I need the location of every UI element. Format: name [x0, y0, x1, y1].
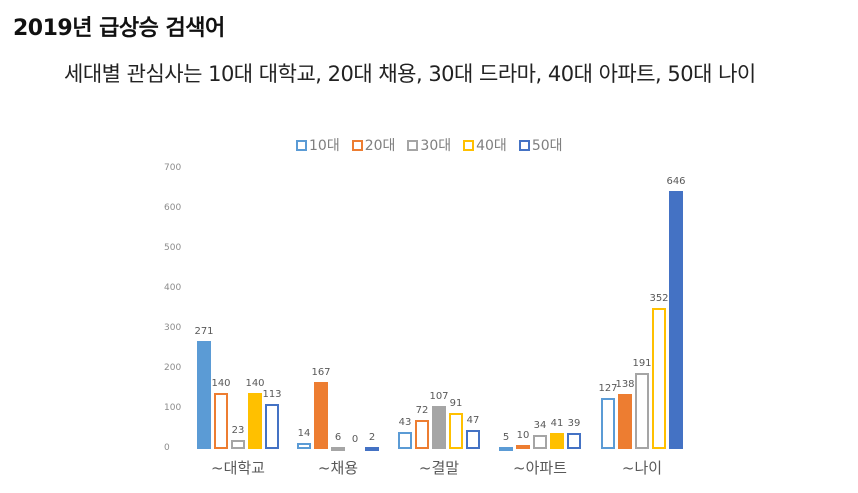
- legend-label-10s: 10대: [309, 138, 340, 154]
- bar-30대-~대학교: [231, 439, 245, 449]
- bar-20대-~나이: [618, 393, 632, 449]
- bar-value-label: 352: [649, 293, 669, 305]
- bar-20대-~채용: [314, 382, 328, 449]
- bar-50대-~나이: [669, 190, 683, 449]
- bar-50대-~대학교: [265, 403, 279, 449]
- y-tick-label: 500: [164, 243, 182, 253]
- category-label: ~아파트: [513, 459, 567, 477]
- legend-label-30s: 30대: [420, 138, 452, 154]
- bar-value-label: 43: [398, 416, 412, 428]
- category-label: ~대학교: [211, 459, 265, 477]
- y-tick-label: 200: [164, 363, 182, 373]
- y-tick-label: 400: [164, 283, 182, 293]
- bar-value-label: 167: [311, 367, 331, 379]
- bar-30대-~나이: [635, 372, 649, 449]
- legend-label-50s: 50대: [531, 138, 563, 154]
- legend-item-40s: 40대: [463, 135, 507, 155]
- bar-40대-~결말: [449, 412, 463, 449]
- bar-value-label: 0: [351, 434, 359, 445]
- legend-item-10s: 10대: [296, 135, 340, 155]
- bar-30대-~결말: [432, 406, 446, 449]
- legend-swatch-50s-icon: [518, 139, 530, 151]
- bar-10대-~결말: [398, 431, 412, 449]
- bar-50대-~아파트: [567, 433, 581, 449]
- bar-40대-~대학교: [248, 393, 262, 449]
- bar-value-label: 140: [245, 378, 265, 389]
- bar-value-label: 91: [449, 397, 463, 409]
- bar-value-label: 10: [516, 430, 530, 441]
- legend-swatch-10s-icon: [296, 139, 307, 151]
- bar-chart: 0 100 200 300 400 500 600 700 271 140 23 140 113 ~대학교…: [150, 160, 710, 477]
- bar-value-label: 646: [666, 175, 686, 187]
- y-tick-label: 0: [164, 443, 170, 453]
- bar-10대-~채용: [297, 443, 311, 449]
- y-tick-label: 700: [164, 163, 182, 173]
- bar-value-label: 271: [194, 325, 214, 337]
- legend-item-20s: 20대: [351, 135, 396, 155]
- bar-30대-~아파트: [533, 435, 547, 449]
- bar-value-label: 72: [415, 405, 429, 417]
- bar-value-label: 191: [632, 357, 652, 369]
- bar-value-label: 34: [533, 420, 547, 432]
- bar-value-label: 113: [262, 388, 282, 400]
- bar-20대-~아파트: [516, 445, 530, 449]
- bar-value-label: 2: [368, 432, 376, 443]
- bar-value-label: 140: [211, 378, 231, 389]
- y-tick-label: 600: [164, 203, 182, 213]
- bar-value-label: 6: [334, 431, 342, 443]
- bar-30대-~채용: [331, 446, 345, 451]
- bar-20대-~대학교: [214, 393, 228, 449]
- bar-value-label: 107: [429, 391, 449, 403]
- bar-value-label: 14: [297, 428, 311, 440]
- y-tick-label: 300: [164, 323, 182, 333]
- bar-value-label: 127: [598, 383, 618, 395]
- bar-40대-~아파트: [550, 432, 564, 449]
- category-label: ~나이: [621, 459, 663, 477]
- category-label: ~결말: [418, 459, 460, 477]
- bar-10대-~나이: [601, 398, 615, 449]
- legend-swatch-40s-icon: [463, 139, 475, 151]
- legend-label-40s: 40대: [476, 138, 507, 154]
- bar-value-label: 47: [466, 415, 480, 427]
- bar-10대-~대학교: [197, 340, 211, 449]
- page-subtitle: 세대별 관심사는 10대 대학교, 20대 채용, 30대 드라마, 40대 아…: [64, 62, 756, 86]
- page-title: 2019년 급상승 검색어: [13, 16, 225, 41]
- category-label: ~채용: [317, 459, 359, 477]
- bar-40대-~나이: [652, 308, 666, 449]
- legend-label-20s: 20대: [364, 138, 396, 154]
- bar-value-label: 41: [550, 417, 564, 429]
- bar-value-label: 23: [231, 424, 245, 436]
- y-tick-label: 100: [164, 403, 182, 413]
- bar-value-label: 39: [567, 418, 581, 430]
- legend-swatch-20s-icon: [351, 139, 363, 151]
- bar-10대-~아파트: [499, 447, 513, 451]
- bar-50대-~결말: [466, 430, 480, 449]
- bar-20대-~결말: [415, 420, 429, 449]
- bar-50대-~채용: [365, 447, 379, 451]
- legend-item-50s: 50대: [518, 135, 563, 155]
- bar-value-label: 138: [615, 378, 635, 390]
- chart-legend: 10대 20대 30대 40대 50대: [296, 135, 563, 155]
- legend-item-30s: 30대: [407, 135, 451, 155]
- bar-value-label: 5: [502, 432, 510, 443]
- legend-swatch-30s-icon: [407, 139, 419, 151]
